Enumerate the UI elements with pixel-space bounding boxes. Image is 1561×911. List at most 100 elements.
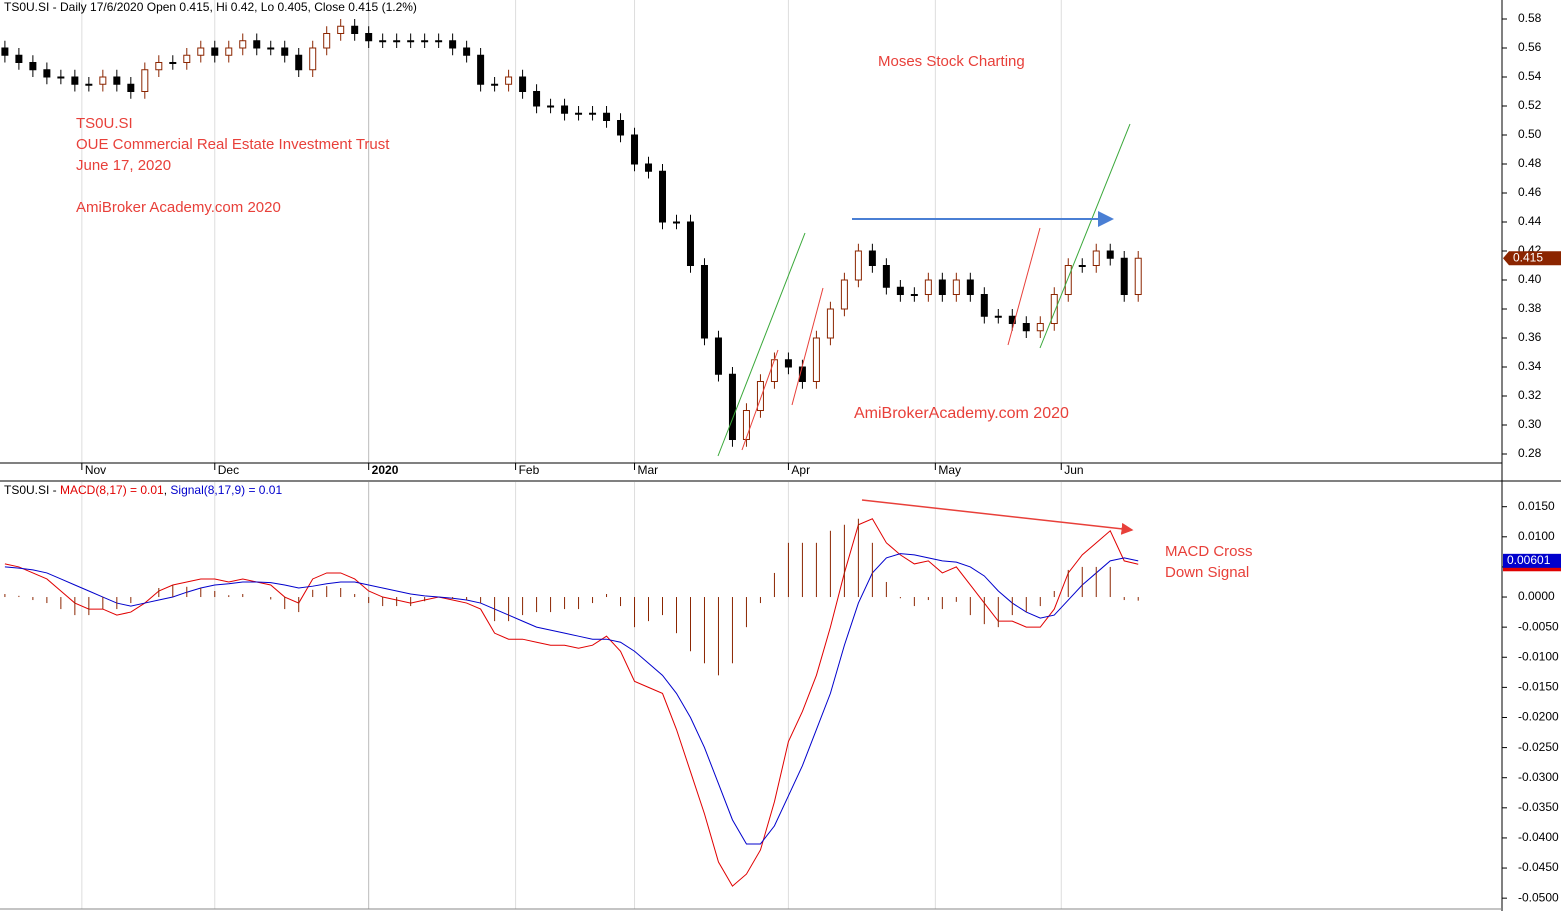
y-tick-label: -0.0150 [1518,680,1559,694]
candle-body [57,76,65,79]
y-tick-label: 0.56 [1518,40,1542,54]
x-tick-label: Mar [638,463,659,477]
candle-body [868,250,876,267]
y-tick-label: -0.0450 [1518,860,1559,874]
candle-body [71,76,79,85]
candle-body [896,286,904,296]
candle-body [323,32,331,49]
x-tick-label: Dec [218,463,239,477]
candle-body [547,105,555,108]
candle-body [239,40,247,49]
annotation: AmiBrokerAcademy.com 2020 [854,405,1069,422]
candle-body [491,83,499,86]
candle-body [1120,257,1128,296]
candle-body [784,359,792,368]
candle-body [1,47,9,56]
annotation: Moses Stock Charting [878,53,1025,70]
candle-body [966,279,974,296]
candle-body [770,359,778,383]
trend-line [1007,227,1041,346]
candle-body [183,54,191,63]
candle-body [840,279,848,310]
price-tag-label: 0.415 [1513,250,1543,264]
annotation: June 17, 2020 [76,157,171,174]
candle-body [197,47,205,56]
trend-line [717,232,806,457]
title-part: Signal(8,17,9) = 0.01 [170,483,282,497]
candle-body [631,134,639,165]
x-tick-label: Feb [519,463,540,477]
candle-body [505,76,513,85]
macd-line [4,518,1139,887]
candle-body [127,83,135,92]
candle-body [365,32,373,42]
price-tag [1503,251,1561,266]
title-part: TS0U.SI - [4,483,60,497]
candle-body [1134,257,1142,296]
candle-body [533,90,541,107]
x-tick-label: 2020 [372,463,399,477]
candle-body [882,265,890,288]
candle-body [267,47,275,50]
candle-body [1106,250,1114,259]
candle-body [435,40,443,43]
y-tick-label: -0.0350 [1518,800,1559,814]
candle-body [854,250,862,281]
candle-body [826,308,834,339]
annotation: Down Signal [1165,564,1249,581]
candle-body [686,221,694,267]
candle-body [1022,323,1030,332]
candle-body [15,54,23,63]
candle-body [952,279,960,296]
annotation: MACD Cross [1165,543,1253,560]
candle-body [85,83,93,86]
candle-body [700,265,708,339]
candle-body [812,337,820,383]
y-tick-label: 0.46 [1518,185,1542,199]
x-tick-label: Jun [1064,463,1083,477]
annotation: AmiBroker Academy.com 2020 [76,199,281,216]
trend-line [1039,123,1131,349]
candle-body [43,69,51,78]
annotation: OUE Commercial Real Estate Investment Tr… [76,136,390,153]
candle-body [29,61,37,71]
candle-body [169,61,177,64]
y-tick-label: -0.0500 [1518,890,1559,904]
y-tick-label: 0.0000 [1518,589,1555,603]
candle-body [379,40,387,43]
y-tick-label: 0.40 [1518,272,1542,286]
title-part: , [164,483,171,497]
candle-body [211,47,219,56]
candle-body [728,373,736,441]
candle-body [99,76,107,85]
chart-title: TS0U.SI - Daily 17/6/2020 Open 0.415, Hi… [4,0,417,14]
candle-body [589,112,597,115]
candle-body [477,54,485,85]
candle-body [575,112,583,115]
candle-body [603,112,611,121]
candle-body [672,221,680,224]
y-tick-label: -0.0050 [1518,619,1559,633]
y-tick-label: -0.0400 [1518,830,1559,844]
y-tick-label: 0.32 [1518,388,1542,402]
title-part: MACD(8,17) = 0.01 [60,483,164,497]
candle-body [407,40,415,43]
y-tick-label: 0.52 [1518,98,1542,112]
macd-title: TS0U.SI - MACD(8,17) = 0.01, Signal(8,17… [4,483,282,497]
y-tick-label: 0.30 [1518,417,1542,431]
y-tick-label: 0.44 [1518,214,1542,228]
candle-body [393,40,401,43]
candle-body [994,315,1002,318]
candle-body [253,40,261,49]
candle-body [225,47,233,56]
trend-line [741,349,779,451]
candle-body [337,25,345,34]
macd-line [4,553,1139,845]
annotation: TS0U.SI [76,115,133,132]
candle-body [449,40,457,49]
x-tick-label: May [938,463,961,477]
candle-body [295,54,303,71]
candle-body [141,69,149,92]
value-tag-label: 0.00601 [1507,553,1551,567]
